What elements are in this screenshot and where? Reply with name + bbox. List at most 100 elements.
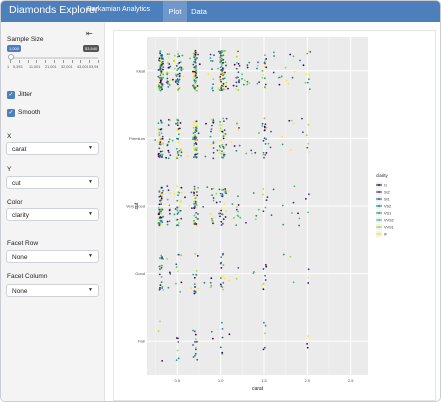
data-point: [178, 74, 181, 77]
data-point: [177, 119, 179, 122]
data-point: [257, 61, 259, 64]
data-point: [178, 66, 181, 69]
sample-size-slider-handle[interactable]: [8, 54, 14, 60]
data-point: [160, 152, 163, 154]
data-point: [233, 145, 236, 147]
data-point: [235, 224, 238, 227]
data-point: [223, 85, 226, 87]
data-point: [236, 50, 238, 52]
data-point: [195, 202, 197, 205]
data-point: [211, 194, 213, 197]
data-point: [161, 360, 163, 362]
data-point: [221, 69, 224, 71]
data-point: [281, 204, 284, 207]
data-point: [194, 223, 197, 226]
data-point: [236, 76, 238, 79]
data-point: [225, 64, 227, 67]
sample-size-slider-track[interactable]: [10, 57, 98, 59]
data-point: [195, 123, 198, 126]
facet-row-select[interactable]: None ▼: [6, 250, 99, 263]
data-point: [209, 57, 212, 59]
data-point: [168, 220, 171, 223]
data-point: [160, 210, 162, 213]
data-point: [160, 121, 163, 123]
data-point: [161, 194, 163, 196]
data-point: [220, 207, 223, 210]
data-point: [159, 257, 161, 259]
data-point: [222, 82, 225, 85]
data-point: [162, 142, 164, 145]
data-point: [166, 71, 169, 74]
caret-down-icon: ▼: [88, 287, 93, 293]
data-point: [264, 59, 267, 61]
data-point: [228, 279, 231, 282]
data-point: [211, 68, 213, 70]
data-point: [167, 86, 170, 88]
y-select[interactable]: cut ▼: [6, 176, 99, 189]
slider-tick: [71, 60, 73, 63]
data-point: [263, 66, 266, 68]
checkmark-icon[interactable]: ✓: [7, 91, 15, 99]
data-point: [195, 270, 198, 272]
data-point: [262, 153, 265, 156]
data-point: [254, 151, 257, 154]
data-point: [193, 194, 195, 196]
data-point: [161, 150, 164, 153]
data-point: [193, 190, 196, 193]
checkmark-icon[interactable]: ✓: [7, 109, 15, 117]
data-point: [169, 154, 172, 156]
data-point: [222, 137, 225, 140]
slider-tick-label: 1: [7, 65, 10, 69]
data-point: [159, 265, 162, 267]
plot-panel: 0.5 1.0 1.5 2.0 2.5 Ideal Premium Very Good Good…: [113, 30, 436, 401]
collapse-sidebar-icon[interactable]: ⇤: [86, 29, 93, 38]
data-point: [215, 201, 218, 204]
caret-down-icon: ▼: [88, 211, 93, 217]
data-point: [244, 79, 246, 82]
data-point: [265, 199, 268, 202]
data-point: [159, 51, 161, 54]
data-point: [219, 192, 222, 195]
data-point: [160, 143, 163, 146]
data-point: [209, 213, 212, 215]
data-point: [212, 187, 215, 190]
facet-column-select[interactable]: None ▼: [6, 284, 99, 297]
data-point: [222, 218, 225, 221]
data-point: [161, 186, 163, 189]
data-point: [222, 252, 224, 255]
data-point: [193, 185, 196, 188]
tab-data[interactable]: Data: [191, 7, 207, 16]
data-point: [237, 215, 240, 218]
slider-tick: [54, 60, 55, 63]
data-point: [193, 192, 196, 195]
data-point: [193, 54, 195, 57]
x-select[interactable]: carat ▼: [6, 142, 99, 155]
data-point: [284, 66, 287, 69]
data-point: [161, 257, 163, 260]
facet-column-label: Facet Column: [7, 273, 48, 280]
data-point: [264, 332, 266, 335]
data-point: [218, 50, 220, 53]
data-point: [219, 129, 221, 132]
data-point: [193, 290, 196, 292]
data-point: [219, 262, 222, 265]
data-point: [177, 154, 180, 156]
data-point: [212, 220, 214, 223]
data-point: [224, 50, 226, 52]
tab-plot[interactable]: Plot: [163, 1, 187, 22]
data-point: [193, 60, 195, 63]
color-select[interactable]: clarity ▼: [6, 208, 99, 221]
x-select-value: carat: [12, 146, 27, 153]
data-point: [177, 341, 180, 343]
data-point: [175, 79, 178, 82]
data-point: [262, 151, 265, 154]
data-point: [157, 69, 160, 71]
data-point: [237, 129, 240, 131]
data-point: [158, 83, 161, 86]
data-point: [160, 201, 163, 204]
x-tick-label: 1.5: [261, 378, 267, 383]
data-point: [250, 149, 253, 152]
data-point: [194, 354, 196, 357]
data-point: [158, 131, 161, 134]
